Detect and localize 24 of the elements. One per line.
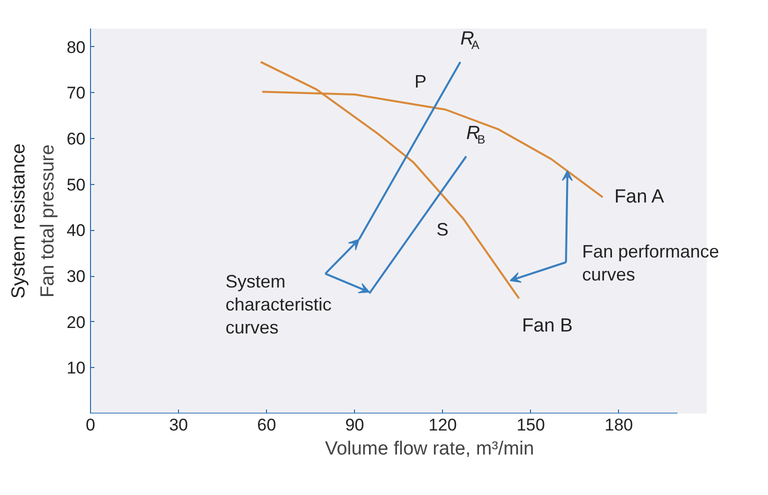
- x-tick-label: 60: [257, 416, 276, 434]
- x-tick-label: 90: [345, 416, 364, 434]
- y-tick-label: 10: [66, 358, 86, 378]
- y-tick-label: 80: [66, 38, 86, 57]
- annotation: P: [414, 72, 427, 92]
- x-tick-label: 30: [169, 416, 188, 434]
- x-tick-label: 180: [604, 416, 634, 434]
- annotation: Fan performance curves: [582, 242, 720, 285]
- series-label: Fan B: [522, 315, 573, 336]
- series-label: Fan A: [614, 186, 664, 208]
- y-tick-label: 30: [66, 267, 86, 286]
- y-axis-title: Fan total pressure: [38, 144, 59, 298]
- x-tick-label: 120: [428, 416, 457, 434]
- x-axis-title: Volume flow rate, m³/min: [324, 438, 534, 460]
- y-tick-label: 60: [66, 130, 86, 148]
- y-tick-label: 70: [66, 84, 86, 103]
- x-tick-label: 150: [516, 416, 545, 434]
- text: System resistance: [8, 143, 30, 299]
- y-tick-label: 50: [66, 175, 86, 194]
- y-tick-label: 40: [66, 221, 86, 240]
- y-tick-label: 20: [66, 312, 86, 332]
- annotation: System characteristic curves: [226, 271, 332, 338]
- x-tick-label: 0: [86, 416, 96, 434]
- annotation: S: [436, 220, 449, 240]
